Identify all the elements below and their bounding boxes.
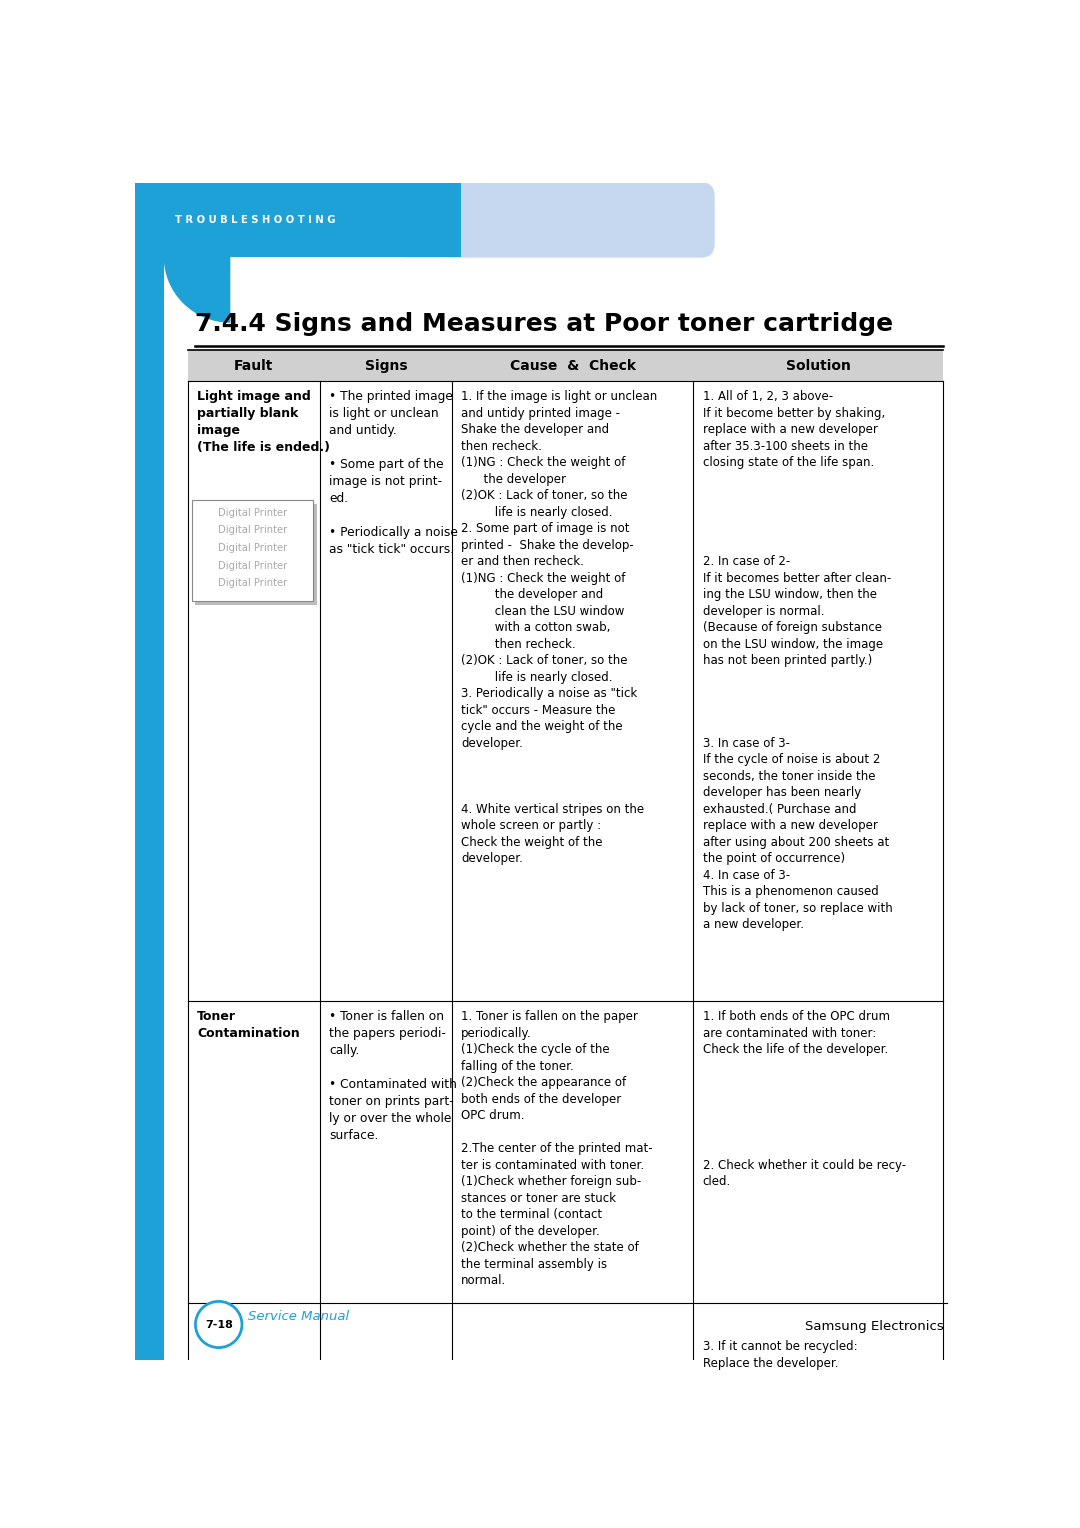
FancyBboxPatch shape (392, 182, 715, 258)
Text: 7.4.4 Signs and Measures at Poor toner cartridge: 7.4.4 Signs and Measures at Poor toner c… (195, 312, 893, 336)
Text: Toner
Contamination: Toner Contamination (197, 1010, 300, 1041)
Text: Digital Printer: Digital Printer (217, 542, 287, 553)
Text: Service Manual: Service Manual (248, 1311, 349, 1323)
Circle shape (195, 1302, 242, 1348)
Bar (188, 350, 943, 382)
Bar (135, 183, 460, 257)
Bar (188, 382, 943, 1001)
Text: Light image and
partially blank
image
(The life is ended.): Light image and partially blank image (T… (197, 391, 330, 454)
Bar (188, 1001, 943, 1365)
Bar (135, 257, 164, 1360)
Text: Samsung Electronics: Samsung Electronics (806, 1320, 944, 1332)
Text: Solution: Solution (785, 359, 850, 373)
Text: Signs: Signs (365, 359, 407, 373)
Text: 1. All of 1, 2, 3 above-
If it become better by shaking,
replace with a new deve: 1. All of 1, 2, 3 above- If it become be… (703, 391, 892, 932)
Text: T R O U B L E S H O O T I N G: T R O U B L E S H O O T I N G (175, 215, 336, 225)
Text: 1. Toner is fallen on the paper
periodically.
(1)Check the cycle of the
falling : 1. Toner is fallen on the paper periodic… (461, 1010, 652, 1287)
Text: Digital Printer: Digital Printer (217, 579, 287, 588)
Text: 7-18: 7-18 (205, 1320, 232, 1329)
Text: Fault: Fault (234, 359, 273, 373)
Text: • Toner is fallen on
the papers periodi-
cally.

• Contaminated with
toner on pr: • Toner is fallen on the papers periodi-… (329, 1010, 457, 1143)
Text: • The printed image
is light or unclean
and untidy.

• Some part of the
image is: • The printed image is light or unclean … (329, 391, 458, 556)
Text: Cause  &  Check: Cause & Check (510, 359, 636, 373)
Text: Digital Printer: Digital Printer (217, 507, 287, 518)
Text: 1. If the image is light or unclean
and untidy printed image -
Shake the develop: 1. If the image is light or unclean and … (461, 391, 658, 865)
Text: Digital Printer: Digital Printer (217, 561, 287, 570)
Bar (191, 500, 313, 602)
Bar (195, 504, 316, 605)
Wedge shape (164, 257, 230, 322)
Text: Digital Printer: Digital Printer (217, 526, 287, 535)
Text: 1. If both ends of the OPC drum
are contaminated with toner:
Check the life of t: 1. If both ends of the OPC drum are cont… (703, 1010, 906, 1369)
